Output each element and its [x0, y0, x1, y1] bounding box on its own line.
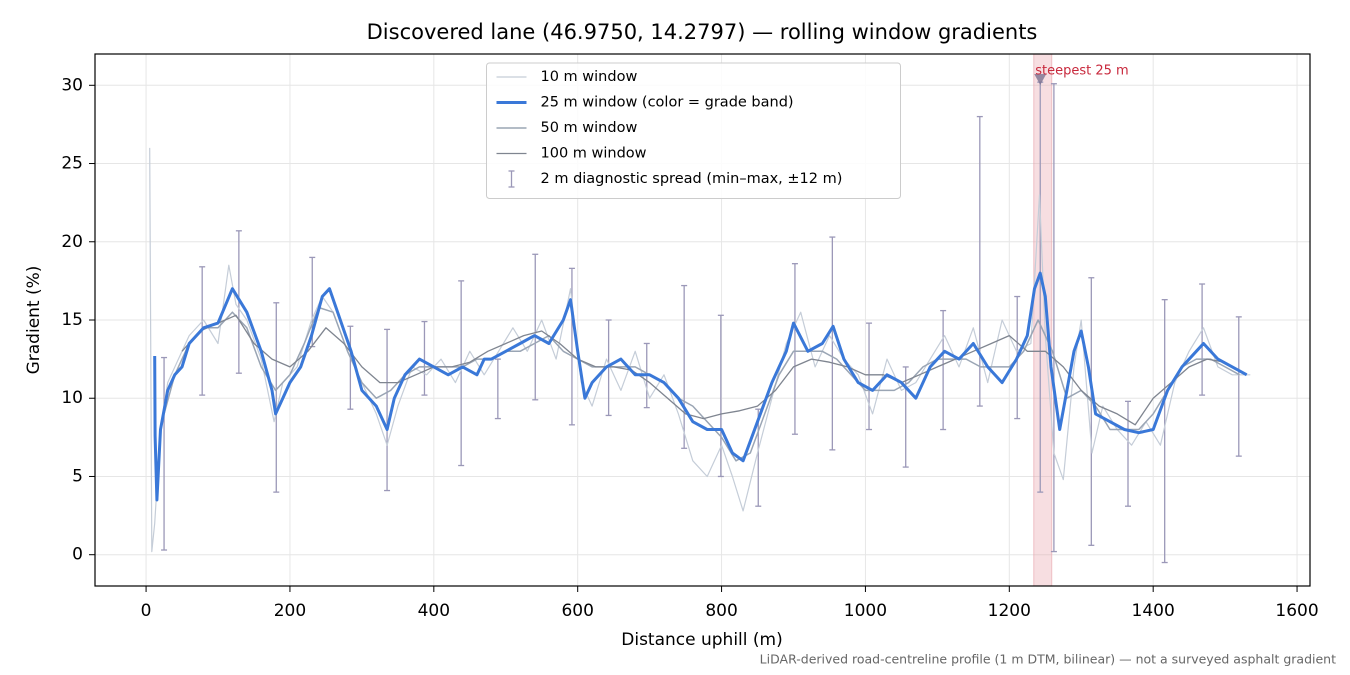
x-tick-label: 1600 — [1275, 601, 1318, 621]
series-line — [153, 271, 1248, 502]
y-tick-label: 15 — [61, 310, 83, 330]
legend-label: 50 m window — [541, 120, 638, 136]
y-tick-label: 5 — [72, 466, 83, 486]
legend-label: 2 m diagnostic spread (min–max, ±12 m) — [541, 171, 843, 187]
chart-title: Discovered lane (46.9750, 14.2797) — rol… — [367, 20, 1038, 44]
y-tick-label: 30 — [61, 75, 83, 95]
steepest-marker — [1034, 74, 1047, 86]
y-tick-label: 20 — [61, 232, 83, 252]
y-tick-label: 10 — [61, 388, 83, 408]
x-tick-label: 400 — [418, 601, 450, 621]
legend: 10 m window 25 m window (color = grade ba… — [486, 62, 901, 199]
series-line — [163, 306, 1240, 462]
legend-label: 10 m window — [541, 69, 638, 85]
y-axis-label: Gradient (%) — [24, 266, 44, 375]
x-tick-label: 1000 — [844, 601, 887, 621]
x-tick-label: 600 — [561, 601, 593, 621]
y-tick-label: 0 — [72, 545, 83, 565]
highlight-span — [1033, 53, 1053, 587]
legend-label: 25 m window (color = grade band) — [541, 95, 794, 111]
x-tick-label: 200 — [274, 601, 306, 621]
series-line — [181, 314, 1226, 426]
highlight-label: steepest 25 m — [1035, 64, 1128, 79]
legend-box — [486, 62, 901, 199]
x-tick-label: 800 — [705, 601, 737, 621]
axes-frame — [94, 53, 1311, 587]
legend-label: 100 m window — [541, 146, 647, 162]
x-tick-label: 1200 — [988, 601, 1031, 621]
x-tick-label: 0 — [141, 601, 152, 621]
y-tick-label: 25 — [61, 154, 83, 174]
x-axis-label: Distance uphill (m) — [621, 630, 782, 650]
x-tick-label: 1400 — [1132, 601, 1175, 621]
footnote: LiDAR-derived road-centreline profile (1… — [760, 652, 1336, 667]
